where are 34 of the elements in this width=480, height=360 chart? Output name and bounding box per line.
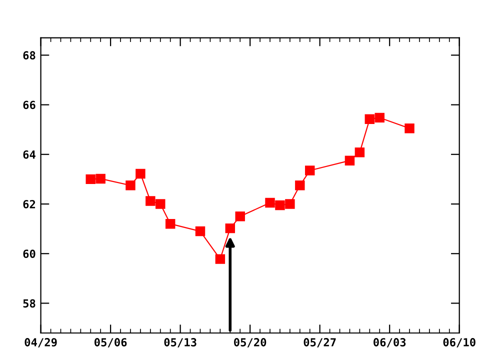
point — [374, 112, 384, 123]
y-tick-label: 66 — [23, 100, 36, 110]
point — [305, 166, 315, 176]
point — [265, 198, 275, 208]
point — [285, 199, 295, 209]
point — [126, 180, 136, 190]
point — [404, 123, 414, 134]
x-tick-label: 06/03 — [374, 338, 406, 348]
x-tick-label: 04/29 — [24, 338, 57, 348]
point — [364, 114, 375, 124]
y-tick-label: 68 — [23, 51, 36, 60]
x-tick-label: 05/13 — [164, 338, 196, 348]
point — [165, 218, 176, 229]
x-tick-label: 06/10 — [443, 338, 476, 348]
point — [235, 212, 245, 222]
point — [215, 254, 226, 264]
point — [136, 168, 146, 179]
point — [146, 196, 156, 206]
x-tick-label: 05/06 — [94, 338, 127, 348]
point — [225, 223, 236, 234]
point — [156, 199, 166, 209]
y-tick-label: 60 — [23, 250, 36, 258]
point — [275, 200, 285, 210]
point — [295, 180, 305, 190]
y-tick-label: 58 — [23, 299, 36, 308]
x-tick-label: 05/20 — [234, 338, 266, 348]
x-tick-label: 05/27 — [304, 338, 336, 348]
point — [96, 174, 106, 184]
point — [354, 148, 365, 158]
point — [195, 226, 206, 236]
point — [344, 156, 355, 166]
y-tick-label: 64 — [23, 150, 36, 159]
y-tick-label: 62 — [23, 200, 36, 208]
point — [86, 174, 96, 184]
